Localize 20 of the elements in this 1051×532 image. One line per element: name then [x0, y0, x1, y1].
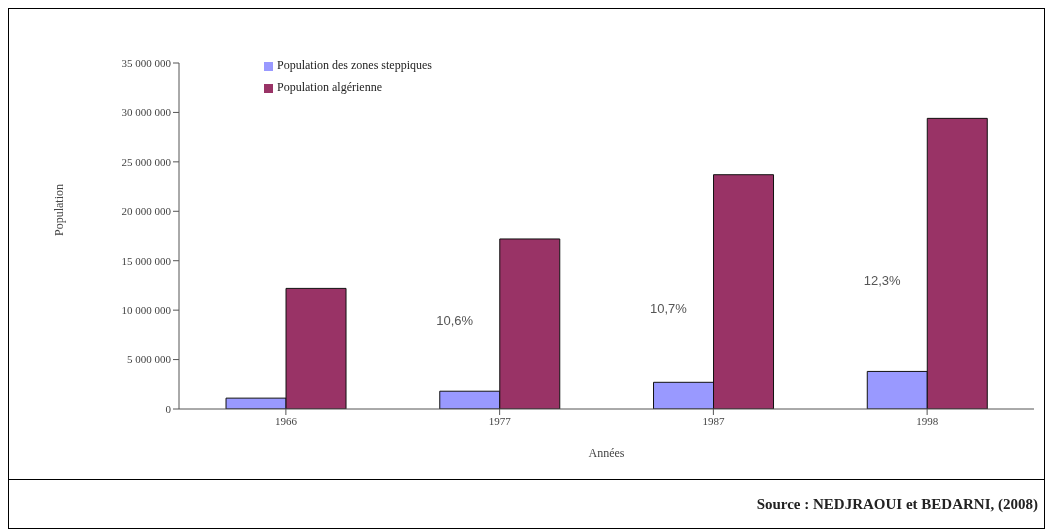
annotation: 10,6%: [436, 312, 474, 328]
y-tick-label: 5 000 000: [127, 353, 172, 366]
x-tick-label: 1977: [488, 414, 512, 427]
x-tick-label: 1966: [274, 414, 298, 427]
y-axis-title: Population: [52, 183, 67, 236]
annotation: 10,7%: [649, 300, 688, 316]
y-tick-label: 20 000 000: [121, 205, 172, 218]
annotation: 12,3%: [863, 273, 901, 289]
y-tick-label: 25 000 000: [121, 155, 172, 168]
x-tick-label: 1987: [702, 414, 725, 427]
source-note: Source : NEDJRAOUI et BEDARNI, (2008): [756, 495, 1038, 513]
y-tick-label: 0: [165, 402, 172, 415]
x-tick-label: 1998: [916, 414, 939, 427]
y-tick-label: 35 000 000: [121, 56, 172, 69]
y-tick-label: 10 000 000: [121, 304, 172, 317]
y-tick-label: 30 000 000: [121, 106, 172, 119]
legend-label: Population algérienne: [277, 80, 382, 94]
legend-label: Population des zones steppiques: [277, 58, 432, 72]
x-axis-title: Années: [588, 446, 625, 460]
y-tick-label: 15 000 000: [121, 254, 172, 267]
